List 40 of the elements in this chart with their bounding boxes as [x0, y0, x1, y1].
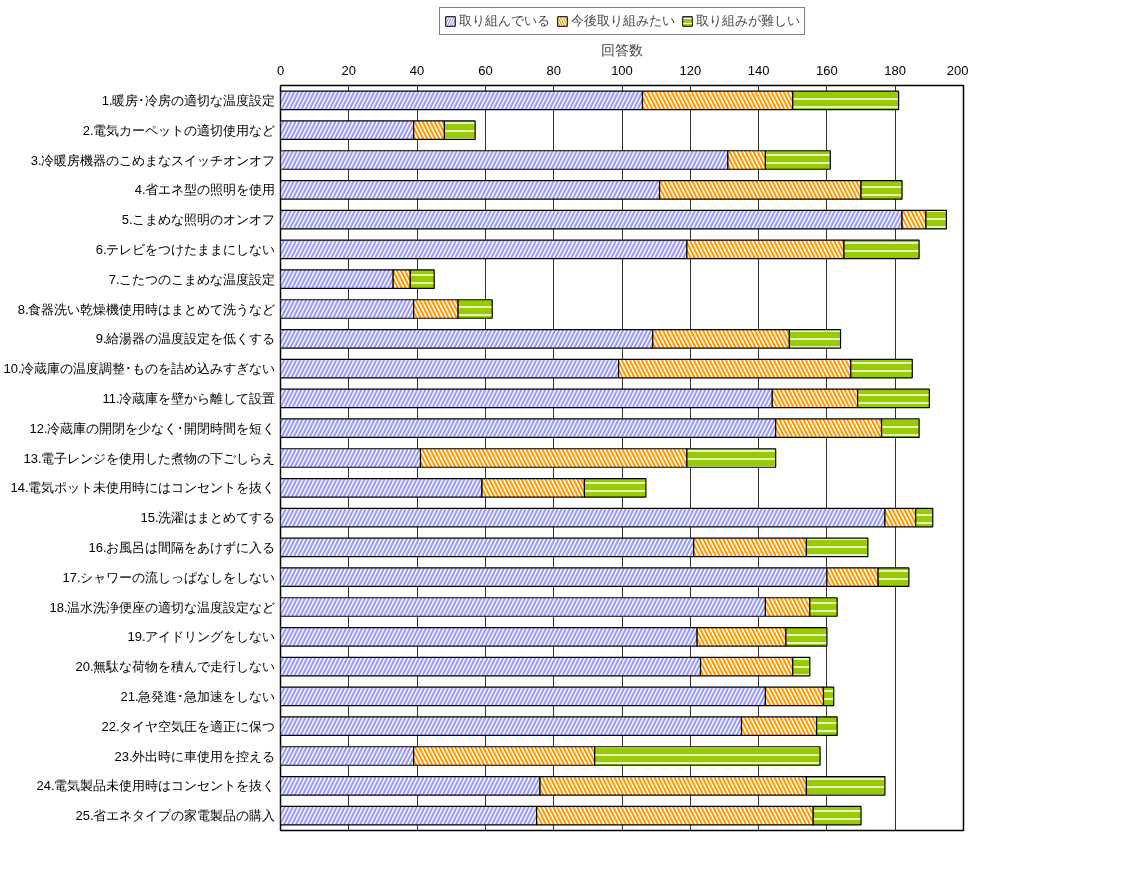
x-tick-label: 60: [478, 62, 493, 78]
x-tick-label: 200: [946, 62, 969, 78]
y-tick-label: 22.タイヤ空気圧を適正に保つ: [101, 718, 276, 734]
y-tick-label: 15.洗濯はまとめてする: [140, 510, 276, 526]
y-tick-label: 20.無駄な荷物を積んで走行しない: [75, 659, 276, 675]
legend-label: 取り組んでいる: [458, 12, 550, 30]
y-tick-label: 18.温水洗浄便座の適切な温度設定など: [49, 599, 276, 615]
y-tick-label: 12.冷蔵庫の開閉を少なく･開閉時間を短く: [29, 420, 276, 436]
y-tick-label: 5.こまめな照明のオンオフ: [121, 212, 276, 228]
y-tick-label: 16.お風呂は間隔をあけずに入る: [88, 539, 276, 555]
y-tick-label: 9.給湯器の温度設定を低くする: [95, 331, 276, 347]
y-tick-label: 3.冷暖房機器のこめまなスイッチオンオフ: [30, 152, 276, 168]
y-tick-label: 13.電子レンジを使用した煮物の下ごしらえ: [23, 450, 276, 466]
y-tick-label: 4.省エネ型の照明を使用: [134, 182, 276, 198]
y-tick-label: 8.食器洗い乾燥機使用時はまとめて洗うなど: [17, 301, 276, 317]
y-tick-label: 23.外出時に車使用を控える: [114, 748, 276, 764]
y-tick-label: 25.省エネタイプの家電製品の購入: [75, 808, 276, 824]
legend-label: 今後取り組みたい: [570, 12, 675, 30]
x-tick-label: 40: [409, 62, 425, 78]
y-tick-label: 19.アイドリングをしない: [127, 629, 276, 645]
y-tick-label: 14.電気ポット未使用時にはコンセントを抜く: [10, 480, 276, 496]
y-tick-label: 2.電気カーペットの適切使用など: [82, 122, 276, 138]
y-tick-label: 24.電気製品未使用時はコンセントを抜く: [36, 778, 276, 794]
y-tick-label: 11.冷蔵庫を壁から離して設置: [102, 390, 276, 406]
x-tick-label: 140: [747, 62, 770, 78]
y-tick-label: 21.急発進･急加速をしない: [120, 688, 276, 704]
y-tick-label: 7.こたつのこまめな温度設定: [108, 271, 276, 287]
legend-label: 取り組みが難しい: [695, 12, 800, 30]
y-tick-label: 1.暖房･冷房の適切な温度設定: [101, 92, 276, 108]
x-tick-label: 120: [679, 62, 702, 78]
y-tick-label: 17.シャワーの流しっぱなしをしない: [62, 569, 276, 585]
x-axis-title: 回答数: [601, 41, 643, 58]
x-tick-label: 20: [341, 62, 357, 78]
x-tick-label: 160: [816, 62, 838, 78]
x-tick-label: 0: [276, 62, 285, 78]
y-tick-label: 10.冷蔵庫の温度調整･ものを詰め込みすぎない: [3, 361, 276, 377]
x-tick-label: 180: [884, 62, 907, 78]
x-tick-label: 100: [611, 62, 633, 78]
y-tick-label: 6.テレビをつけたままにしない: [95, 241, 276, 257]
x-tick-label: 80: [546, 62, 561, 78]
